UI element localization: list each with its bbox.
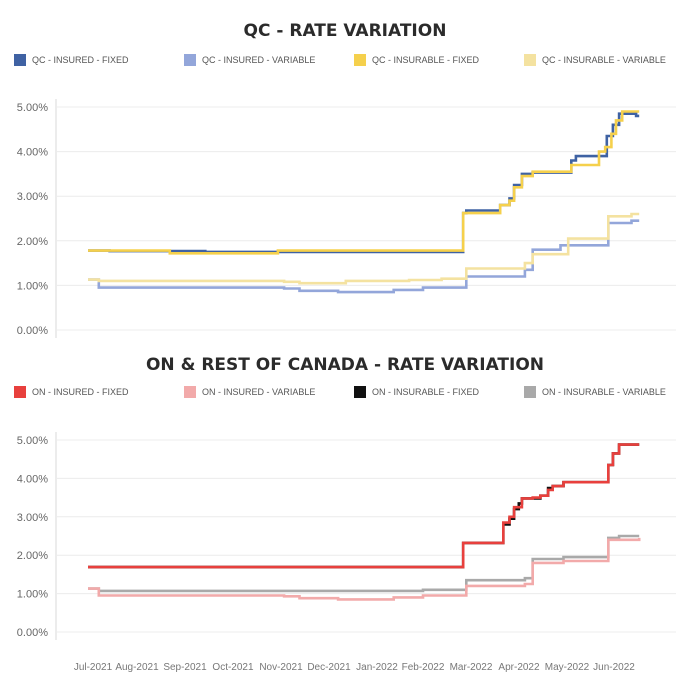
x-tick-label: Mar-2022: [450, 662, 493, 673]
x-tick-label: Nov-2021: [259, 662, 303, 673]
series-line: [88, 443, 640, 569]
legend-label: ON - INSURED - FIXED: [32, 387, 129, 397]
y-tick-label: 4.00%: [17, 473, 48, 485]
y-tick-label: 3.00%: [17, 191, 48, 203]
legend-entry: QC - INSURED - VARIABLE: [184, 54, 315, 66]
legend-entry: ON - INSURED - FIXED: [14, 386, 129, 398]
series-line: [88, 443, 640, 569]
qc-chart-title: QC - RATE VARIATION: [244, 21, 447, 41]
qc-series-lines: [88, 110, 640, 294]
legend-swatch: [354, 386, 366, 398]
on-grid: [55, 432, 676, 640]
y-tick-label: 0.00%: [17, 325, 48, 337]
y-tick-label: 5.00%: [17, 435, 48, 447]
y-tick-label: 3.00%: [17, 512, 48, 524]
legend-entry: ON - INSURED - VARIABLE: [184, 386, 315, 398]
y-tick-label: 1.00%: [17, 589, 48, 601]
on-series-lines: [88, 443, 641, 601]
y-tick-label: 2.00%: [17, 550, 48, 562]
legend-label: ON - INSURABLE - FIXED: [372, 387, 480, 397]
x-tick-label: Dec-2021: [307, 662, 351, 673]
series-line: [88, 212, 640, 285]
series-line: [88, 219, 640, 294]
legend-entry: QC - INSURED - FIXED: [14, 54, 129, 66]
on-chart: ON & REST OF CANADA - RATE VARIATION ON …: [14, 355, 676, 640]
series-line: [88, 112, 640, 254]
on-y-axis: 0.00% 1.00% 2.00% 3.00% 4.00% 5.00%: [17, 435, 48, 639]
y-tick-label: 1.00%: [17, 280, 48, 292]
legend-swatch: [524, 54, 536, 66]
series-line: [88, 537, 641, 601]
x-tick-label: Sep-2021: [163, 662, 207, 673]
x-tick-label: Apr-2022: [498, 662, 540, 673]
x-axis-labels: Jul-2021 Aug-2021 Sep-2021 Oct-2021 Nov-2021…: [74, 662, 635, 673]
x-tick-label: Jan-2022: [356, 662, 398, 673]
legend-swatch: [354, 54, 366, 66]
legend-swatch: [184, 386, 196, 398]
on-legend: ON - INSURED - FIXED ON - INSURED - VARIA…: [14, 386, 666, 398]
legend-swatch: [524, 386, 536, 398]
series-line: [88, 110, 640, 255]
legend-label: QC - INSURABLE - VARIABLE: [542, 55, 666, 65]
qc-chart: QC - RATE VARIATION QC - INSURED - FIXED…: [14, 21, 676, 338]
x-tick-label: Jul-2021: [74, 662, 113, 673]
legend-label: QC - INSURED - FIXED: [32, 55, 129, 65]
legend-label: QC - INSURED - VARIABLE: [202, 55, 315, 65]
y-tick-label: 4.00%: [17, 147, 48, 159]
x-tick-label: May-2022: [545, 662, 590, 673]
x-tick-label: Oct-2021: [212, 662, 254, 673]
x-tick-label: Aug-2021: [115, 662, 159, 673]
legend-label: QC - INSURABLE - FIXED: [372, 55, 480, 65]
legend-swatch: [184, 54, 196, 66]
qc-legend: QC - INSURED - FIXED QC - INSURED - VARIA…: [14, 54, 666, 66]
on-chart-title: ON & REST OF CANADA - RATE VARIATION: [146, 355, 544, 375]
y-tick-label: 2.00%: [17, 236, 48, 248]
legend-label: ON - INSURED - VARIABLE: [202, 387, 315, 397]
x-tick-label: Jun-2022: [593, 662, 635, 673]
legend-entry: QC - INSURABLE - VARIABLE: [524, 54, 666, 66]
y-tick-label: 0.00%: [17, 627, 48, 639]
qc-y-axis: 0.00% 1.00% 2.00% 3.00% 4.00% 5.00%: [17, 102, 48, 337]
x-tick-label: Feb-2022: [402, 662, 445, 673]
legend-entry: ON - INSURABLE - FIXED: [354, 386, 480, 398]
legend-label: ON - INSURABLE - VARIABLE: [542, 387, 666, 397]
legend-entry: ON - INSURABLE - VARIABLE: [524, 386, 666, 398]
qc-grid: [55, 99, 676, 338]
y-tick-label: 5.00%: [17, 102, 48, 114]
legend-entry: QC - INSURABLE - FIXED: [354, 54, 480, 66]
legend-swatch: [14, 54, 26, 66]
legend-swatch: [14, 386, 26, 398]
